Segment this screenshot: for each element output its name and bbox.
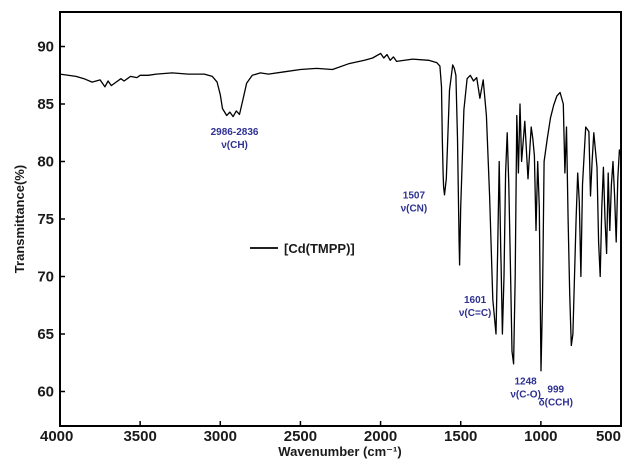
peak-annotation-label: ν(CN)	[401, 203, 428, 214]
y-tick-label: 85	[37, 96, 54, 113]
peak-annotation-label: 1601	[464, 295, 487, 306]
x-axis-ticks: 4000 3500 3000 2500 2000 1500 1000 500	[40, 421, 622, 445]
y-tick-label: 75	[37, 211, 54, 228]
peak-annotation-label: 999	[547, 385, 564, 396]
x-axis-title: Wavenumber (cm⁻¹)	[278, 444, 401, 459]
y-tick-label: 70	[37, 269, 54, 286]
peak-annotation-label: ν(CH)	[221, 140, 248, 151]
peak-annotations: 2986-2836 ν(CH) 1507 ν(CN) 1601 ν(C=C) 1248 ν(C…	[211, 127, 573, 409]
y-tick-label: 90	[37, 39, 54, 56]
legend: [Cd(TMPP)]	[250, 241, 355, 256]
y-tick-label: 80	[37, 154, 54, 171]
x-tick-label: 2000	[364, 428, 397, 445]
x-tick-label: 3500	[123, 428, 156, 445]
x-tick-label: 4000	[40, 428, 73, 445]
x-tick-label: 3000	[204, 428, 237, 445]
y-tick-label: 60	[37, 384, 54, 401]
peak-annotation-label: 1248	[515, 377, 538, 388]
peak-annotation-label: 1507	[403, 190, 426, 201]
x-tick-label: 2500	[284, 428, 317, 445]
x-tick-label: 500	[596, 428, 621, 445]
peak-annotation-label: ν(C=C)	[459, 308, 492, 319]
peak-annotation-label: ν(C-O)	[510, 390, 541, 401]
peak-annotation-label: δ(CCH)	[539, 398, 573, 409]
y-axis-title: Transmittance(%)	[12, 165, 27, 273]
peak-annotation-label: 2986-2836	[211, 127, 259, 138]
y-axis-ticks: 60 65 70 75 80 85 90	[37, 39, 65, 401]
x-tick-label: 1500	[444, 428, 477, 445]
y-tick-label: 65	[37, 326, 54, 343]
legend-label: [Cd(TMPP)]	[284, 241, 355, 256]
transmittance-series-line	[59, 52, 622, 372]
x-tick-label: 1000	[524, 428, 557, 445]
